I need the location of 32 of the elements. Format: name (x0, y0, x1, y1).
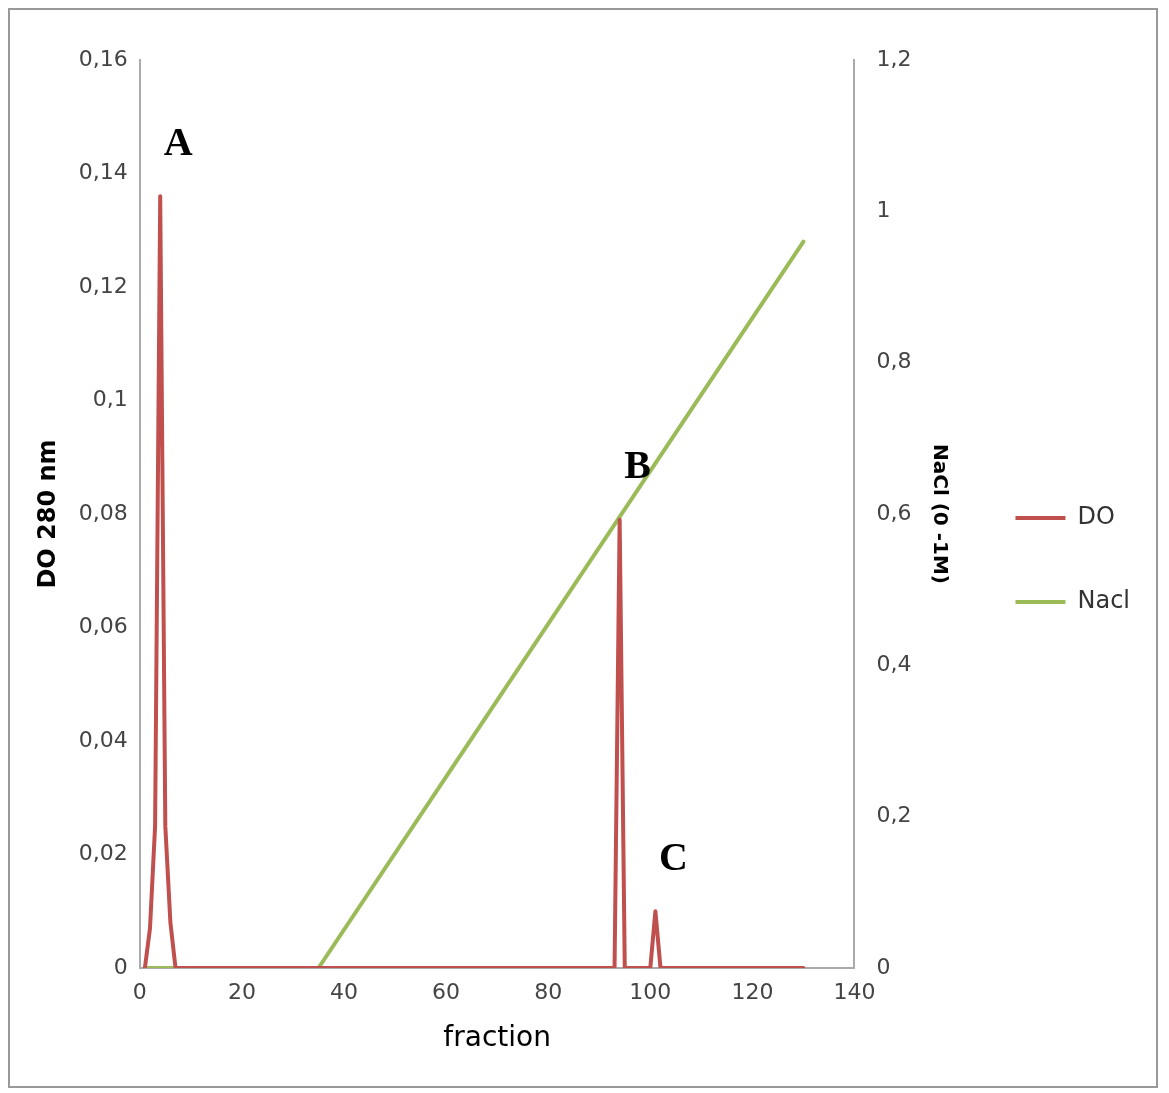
annotation: A (163, 118, 193, 164)
x-tick-label: 140 (833, 978, 876, 1004)
annotation: B (624, 442, 651, 487)
y2-tick-label: 0,6 (876, 499, 912, 525)
y2-axis-title: NaCl (0 -1M) (929, 443, 954, 585)
y2-tick-label: 0,8 (876, 348, 912, 374)
x-tick-label: 80 (534, 978, 563, 1004)
y2-tick-label: 1 (876, 197, 891, 223)
y-tick-label: 0,04 (78, 726, 128, 752)
x-tick-label: 100 (629, 978, 672, 1004)
y2-tick-label: 1,2 (876, 45, 912, 71)
y-axis-title: DO 280 nm (32, 439, 61, 589)
x-tick-label: 20 (227, 978, 256, 1004)
legend-label: DO (1077, 502, 1115, 531)
y2-tick-label: 0 (876, 953, 891, 979)
x-tick-label: 0 (132, 978, 147, 1004)
y-tick-label: 0 (113, 953, 128, 979)
y-tick-label: 0,14 (78, 159, 128, 185)
x-axis-title: fraction (443, 1020, 551, 1054)
y2-tick-label: 0,4 (876, 651, 912, 677)
y-tick-label: 0,02 (78, 840, 128, 866)
y-tick-label: 0,12 (78, 272, 128, 298)
x-tick-label: 40 (329, 978, 358, 1004)
y-tick-label: 0,06 (78, 613, 128, 639)
x-tick-label: 120 (731, 978, 774, 1004)
y-tick-label: 0,1 (92, 386, 128, 412)
x-tick-label: 60 (432, 978, 461, 1004)
y-tick-label: 0,08 (78, 499, 128, 525)
legend-label: Nacl (1077, 586, 1131, 615)
y2-tick-label: 0,2 (876, 802, 912, 828)
y-tick-label: 0,16 (78, 45, 128, 71)
annotation: C (658, 833, 688, 879)
